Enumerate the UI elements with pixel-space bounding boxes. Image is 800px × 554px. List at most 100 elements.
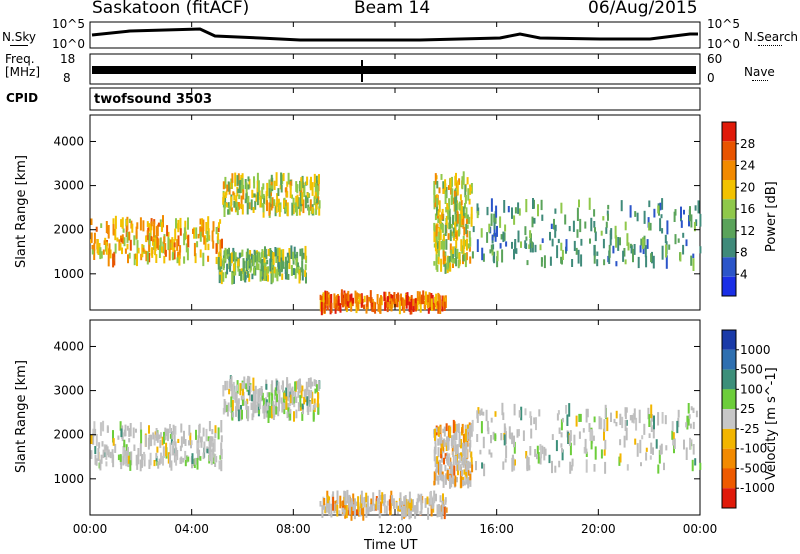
freq-label: Freq.: [5, 52, 35, 66]
heatmap-cell: [167, 231, 170, 237]
heatmap-cell: [272, 252, 275, 265]
heatmap-cell: [560, 419, 563, 431]
heatmap-cell: [640, 462, 642, 467]
heatmap-cell: [350, 506, 353, 521]
heatmap-cell: [277, 188, 280, 196]
heatmap-cell: [580, 238, 583, 246]
heatmap-cell: [105, 461, 108, 467]
heatmap-cell: [232, 412, 235, 418]
heatmap-cell: [461, 218, 464, 225]
heatmap-cell: [205, 222, 208, 234]
heatmap-cell: [266, 392, 269, 398]
heatmap-cell: [682, 232, 685, 238]
heatmap-cell: [219, 455, 222, 460]
heatmap-cell: [124, 248, 127, 254]
heatmap-cell: [557, 410, 560, 415]
heatmap-cell: [464, 202, 466, 209]
heatmap-cell: [258, 190, 261, 197]
heatmap-cell: [209, 442, 212, 451]
heatmap-cell: [317, 196, 320, 205]
heatmap-cell: [642, 239, 645, 248]
heatmap-cell: [490, 244, 493, 252]
heatmap-cell: [254, 385, 257, 394]
heatmap-cell: [540, 257, 543, 267]
heatmap-cell: [225, 190, 228, 196]
heatmap-cell: [558, 427, 561, 434]
heatmap-cell: [603, 428, 605, 441]
heatmap-cell: [438, 238, 441, 251]
heatmap-cell: [543, 255, 546, 269]
velocity-ylabel: Slant Range [km]: [14, 360, 29, 473]
heatmap-cell: [270, 174, 273, 182]
heatmap-cell: [298, 269, 301, 284]
heatmap-cell: [98, 442, 101, 449]
heatmap-cell: [442, 428, 445, 434]
heatmap-cell: [125, 444, 128, 455]
heatmap-cell: [274, 247, 277, 257]
heatmap-cell: [300, 390, 303, 399]
heatmap-cell: [90, 450, 93, 459]
heatmap-cell: [534, 449, 537, 457]
heatmap-cell: [179, 217, 182, 230]
heatmap-cell: [451, 439, 454, 449]
heatmap-cell: [171, 431, 174, 440]
heatmap-cell: [357, 496, 360, 509]
heatmap-cell: [94, 428, 97, 436]
heatmap-cell: [603, 259, 606, 266]
heatmap-cell: [645, 447, 648, 452]
heatmap-cell: [217, 257, 220, 270]
heatmap-cell: [470, 457, 473, 467]
heatmap-cell: [153, 238, 156, 250]
heatmap-cell: [652, 447, 654, 455]
heatmap-cell: [112, 224, 115, 236]
heatmap-cell: [538, 409, 541, 417]
heatmap-cell: [689, 423, 692, 429]
heatmap-cell: [266, 182, 269, 197]
heatmap-cell: [433, 243, 436, 248]
heatmap-cell: [457, 461, 460, 471]
heatmap-cell: [330, 302, 333, 313]
heatmap-cell: [413, 505, 416, 512]
heatmap-cell: [529, 238, 532, 245]
heatmap-cell: [188, 424, 191, 436]
heatmap-cell: [261, 249, 264, 258]
heatmap-cell: [144, 434, 147, 447]
heatmap-cell: [229, 182, 232, 188]
heatmap-cell: [220, 435, 223, 443]
heatmap-cell: [304, 392, 307, 398]
heatmap-cell: [442, 475, 445, 488]
heatmap-cell: [297, 390, 300, 398]
heatmap-cell: [150, 247, 153, 256]
heatmap-cell: [263, 409, 266, 419]
heatmap-cell: [254, 401, 257, 414]
heatmap-cell: [236, 384, 238, 391]
heatmap-cell: [299, 384, 302, 393]
heatmap-cell: [322, 292, 325, 303]
heatmap-cell: [541, 214, 544, 221]
heatmap-cell: [163, 431, 165, 444]
heatmap-cell: [456, 248, 459, 259]
heatmap-cell: [424, 300, 426, 311]
heatmap-cell: [560, 443, 563, 448]
heatmap-cell: [363, 304, 365, 309]
heatmap-cell: [145, 250, 148, 262]
heatmap-cell: [315, 175, 318, 188]
heatmap-cell: [262, 203, 265, 213]
heatmap-cell: [465, 474, 468, 484]
heatmap-cell: [624, 221, 627, 231]
heatmap-cell: [647, 407, 650, 420]
heatmap-cell: [234, 266, 237, 276]
heatmap-cell: [468, 230, 471, 242]
heatmap-cell: [112, 253, 115, 268]
heatmap-cell: [468, 198, 471, 205]
heatmap-cell: [456, 181, 459, 195]
heatmap-cell: [465, 218, 468, 224]
heatmap-cell: [458, 229, 460, 237]
heatmap-cell: [114, 443, 117, 453]
heatmap-cell: [564, 214, 567, 225]
heatmap-cell: [453, 465, 456, 476]
heatmap-cell: [435, 493, 437, 502]
heatmap-cell: [332, 496, 335, 511]
xtick-label: 08:00: [276, 522, 311, 536]
heatmap-cell: [393, 500, 395, 509]
